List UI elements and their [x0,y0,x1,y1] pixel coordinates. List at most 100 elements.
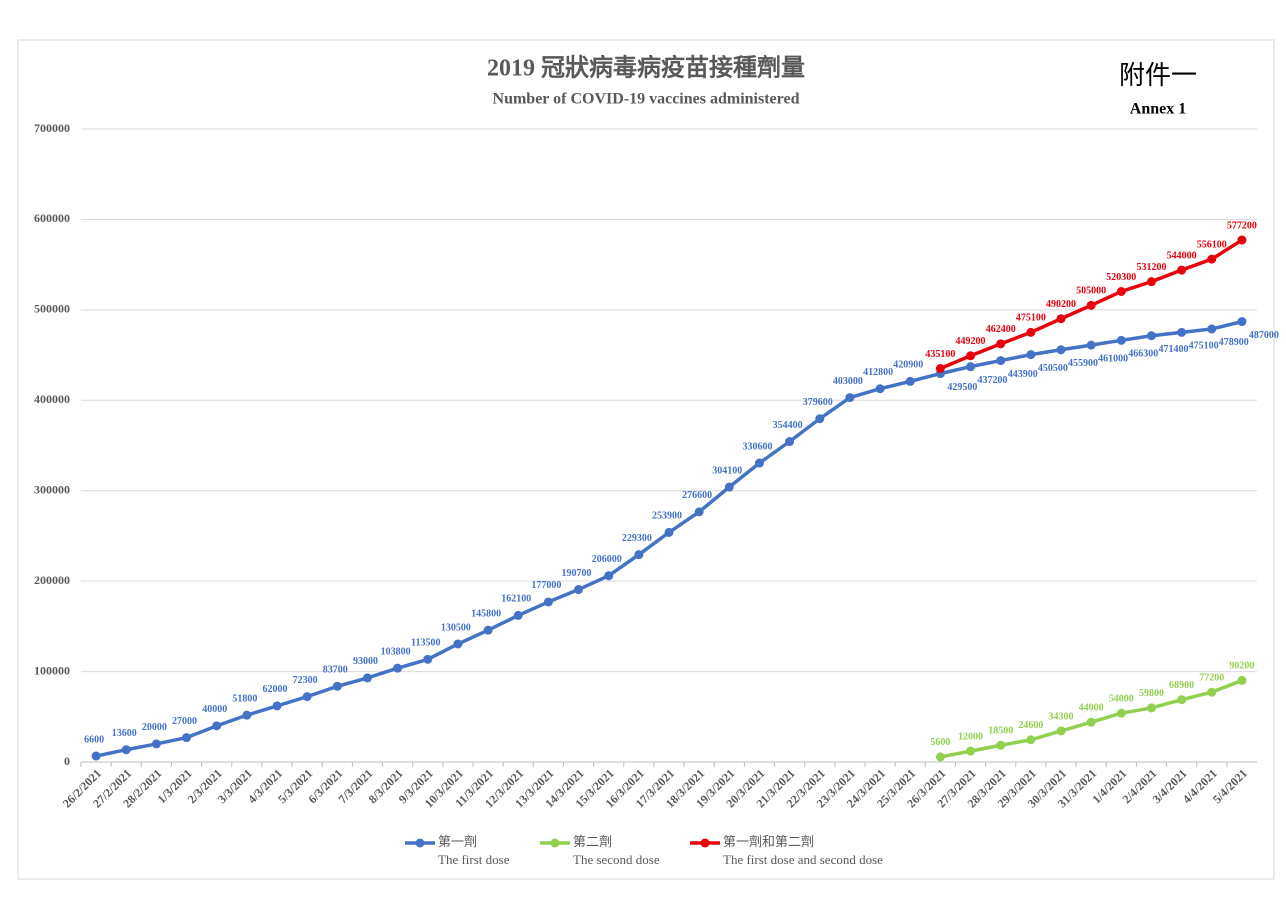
data-point [1116,708,1126,718]
data-point [1207,254,1217,264]
data-label: 27000 [172,716,197,727]
data-point [574,585,584,595]
data-point [1237,235,1247,245]
y-tick-label: 400000 [34,392,70,406]
data-point [332,681,342,691]
data-label: 466300 [1128,349,1158,360]
data-label: 206000 [592,554,622,565]
y-tick-label: 500000 [34,302,70,316]
annex-en: Annex 1 [1130,101,1186,118]
data-label: 54000 [1109,693,1134,704]
data-point [785,437,795,447]
y-tick-label: 700000 [34,121,70,135]
chart-subtitle: Number of COVID-19 vaccines administered [493,91,800,108]
data-point [1056,726,1066,736]
data-point [1207,324,1217,334]
data-label: 577200 [1227,220,1257,231]
data-label: 5600 [930,737,950,748]
data-point [1116,287,1126,297]
data-point [453,639,463,649]
data-point [996,339,1006,349]
legend-label: 第一劑和第二劑 [723,834,814,849]
data-label: 72300 [293,675,318,686]
data-point [393,663,403,673]
data-point [1177,695,1187,705]
data-label: 44000 [1079,703,1104,714]
data-label: 34300 [1049,711,1074,722]
data-point [513,610,523,620]
data-label: 556100 [1197,239,1227,250]
annex-zh: 附件一 [1119,61,1197,90]
data-point [694,507,704,517]
data-point [483,625,493,635]
data-point [634,550,644,560]
data-point [1177,265,1187,275]
data-label: 253900 [652,511,682,522]
data-label: 490200 [1046,299,1076,310]
data-label: 93000 [353,656,378,667]
data-label: 449200 [956,336,986,347]
y-tick-label: 0 [64,754,70,768]
data-label: 505000 [1076,286,1106,297]
data-point [1146,277,1156,287]
data-label: 487000 [1249,330,1279,341]
data-label: 68900 [1169,680,1194,691]
data-label: 18500 [988,726,1013,737]
legend-label-en: The first dose [438,852,510,867]
data-label: 475100 [1016,313,1046,324]
data-point [1056,314,1066,324]
data-point [935,752,945,762]
data-label: 77200 [1199,672,1224,683]
data-label: 190700 [562,568,592,579]
data-label: 471400 [1158,344,1188,355]
legend-marker [415,838,425,848]
y-tick-label: 200000 [34,573,70,587]
data-point [1146,703,1156,713]
data-label: 544000 [1167,250,1197,261]
y-tick-label: 600000 [34,211,70,225]
data-point [966,746,976,756]
data-point [1116,335,1126,345]
data-point [1086,300,1096,310]
data-label: 435100 [925,349,955,360]
y-tick-label: 100000 [34,663,70,677]
data-label: 531200 [1136,262,1166,273]
data-point [543,597,553,607]
data-point [966,351,976,361]
data-point [1237,317,1247,327]
data-label: 412800 [863,367,893,378]
data-label: 229300 [622,533,652,544]
data-label: 420900 [893,360,923,371]
legend-label-en: The first dose and second dose [723,852,883,867]
data-point [212,721,222,731]
legend-label: 第一劑 [438,834,477,849]
data-point [1207,687,1217,697]
legend-label: 第二劑 [573,834,612,849]
data-label: 12000 [958,731,983,742]
data-label: 130500 [441,622,471,633]
data-point [1086,717,1096,727]
data-point [242,710,252,720]
data-point [423,654,433,664]
data-label: 59800 [1139,688,1164,699]
data-label: 83700 [323,665,348,676]
data-label: 304100 [712,465,742,476]
data-point [1237,675,1247,685]
data-point [815,414,825,424]
data-label: 162100 [501,594,531,605]
data-label: 145800 [471,608,501,619]
data-label: 379600 [803,397,833,408]
data-label: 90200 [1229,661,1254,672]
data-label: 478900 [1219,337,1249,348]
legend-marker [700,838,710,848]
legend-marker [550,838,560,848]
data-point [875,384,885,394]
data-label: 6600 [84,734,104,745]
data-label: 40000 [202,704,227,715]
data-point [1086,340,1096,350]
data-point [302,692,312,702]
data-label: 455900 [1068,358,1098,369]
data-point [1056,345,1066,355]
data-point [664,527,674,537]
